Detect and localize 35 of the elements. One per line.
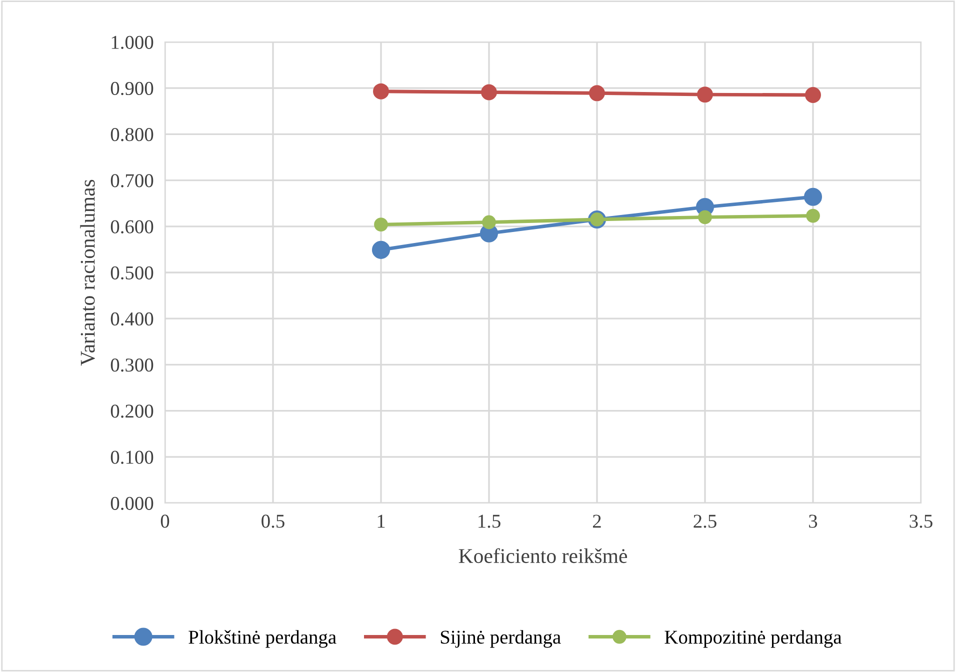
x-tick-label: 3 xyxy=(809,514,818,528)
y-tick-label: 0.800 xyxy=(110,128,154,142)
point xyxy=(806,208,820,223)
y-tick-label: 0.300 xyxy=(110,358,154,372)
point xyxy=(482,215,496,230)
point xyxy=(805,87,821,103)
point xyxy=(374,218,388,232)
point xyxy=(804,188,822,206)
x-tick-label: 1 xyxy=(378,514,385,528)
y-tick-label: 0.200 xyxy=(110,404,154,418)
point xyxy=(697,86,713,103)
y-tick-label: 1.000 xyxy=(112,36,154,50)
legend-label: Plokštinė perdanga xyxy=(188,630,336,648)
point xyxy=(373,83,389,100)
point xyxy=(589,85,605,102)
y-tick-label: 0.600 xyxy=(110,220,154,234)
y-axis-title: Varianto racionalumas xyxy=(80,180,95,366)
point xyxy=(372,240,390,259)
point xyxy=(698,210,712,224)
y-tick-label: 0.000 xyxy=(110,496,154,510)
x-tick-label: 2 xyxy=(592,514,601,528)
y-tick-label: 0.900 xyxy=(110,82,154,96)
y-tick-label: 0.700 xyxy=(110,174,154,188)
x-tick-label: 0 xyxy=(160,514,170,528)
x-tick-label: 0.5 xyxy=(262,514,284,528)
x-tick-label: 2.5 xyxy=(694,514,716,528)
point xyxy=(481,84,497,100)
y-tick-label: 0.500 xyxy=(110,266,154,280)
y-tick-label: 0.400 xyxy=(110,312,154,326)
x-axis-title: Koeficiento reikšmė xyxy=(458,548,628,564)
legend-label: Kompozitinė perdanga xyxy=(664,630,842,648)
x-tick-label: 1.5 xyxy=(478,514,500,528)
x-tick-label: 3.5 xyxy=(910,514,932,528)
legend-label: Sijinė perdanga xyxy=(440,630,561,648)
y-tick-label: 0.100 xyxy=(110,450,154,464)
